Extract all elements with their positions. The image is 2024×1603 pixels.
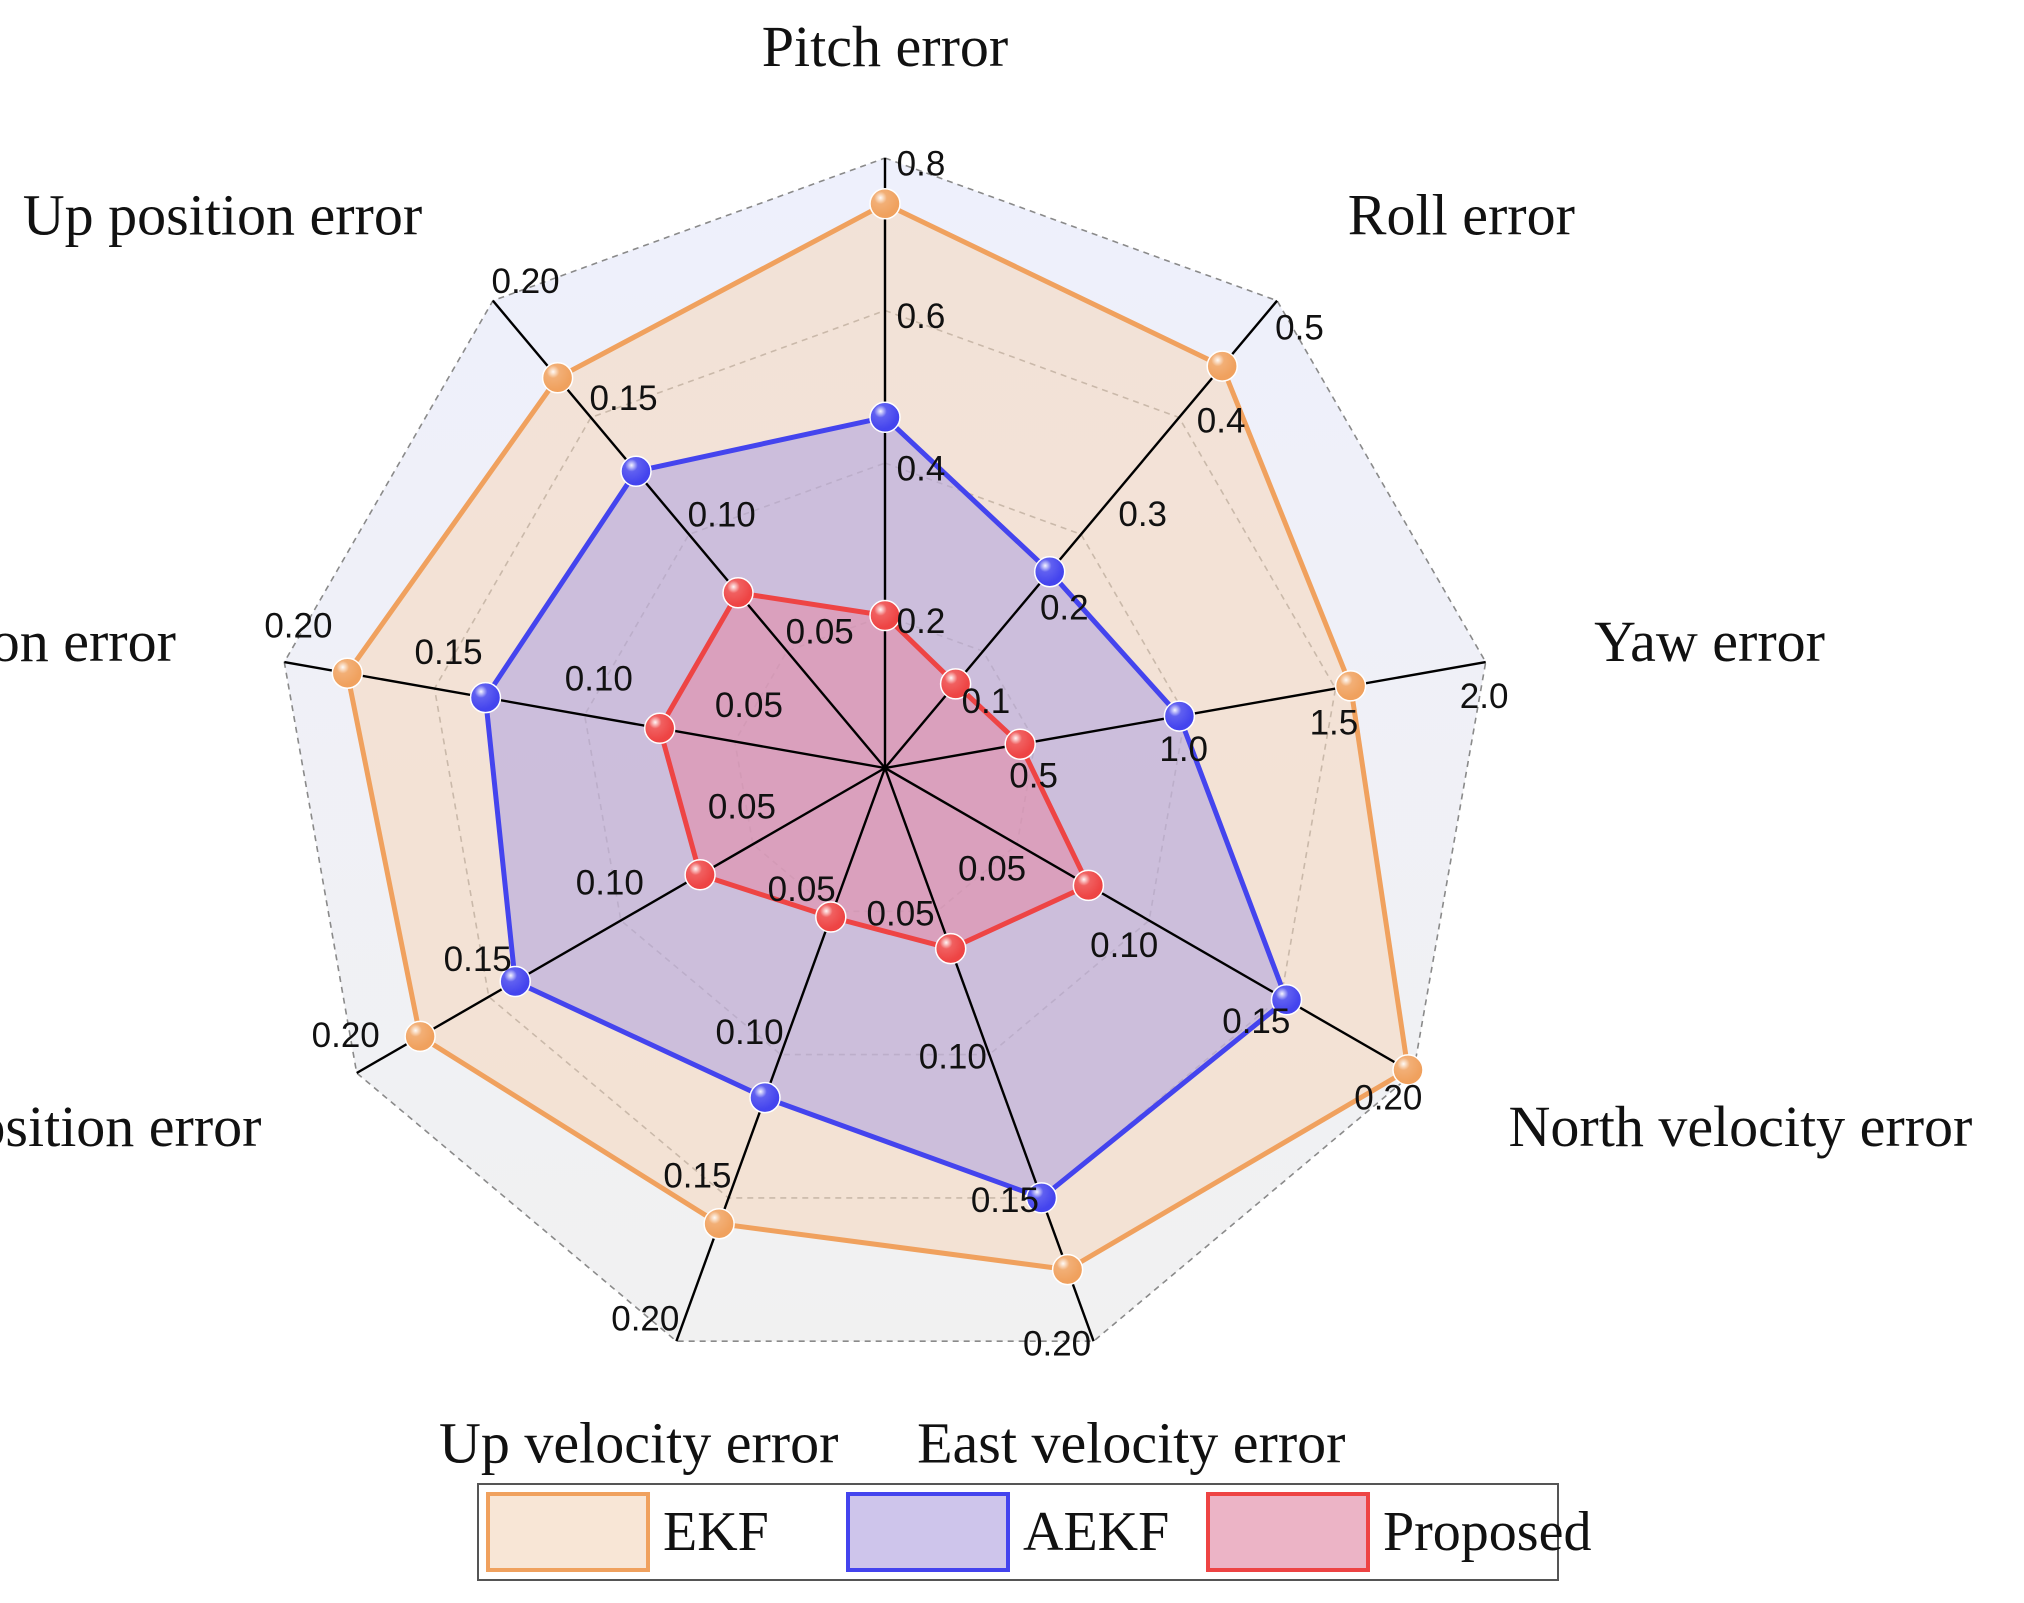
tick-label: 0.15 [415,633,483,672]
legend-swatch-proposed [1206,1492,1370,1572]
series-area-proposed [657,590,1091,952]
tick-label: 0.15 [663,1156,731,1195]
axis-title-roll-error: Roll error [1348,182,1575,247]
tick-label: 0.20 [492,262,560,301]
marker-highlight [704,1208,735,1239]
axis-line-north-position-error [356,766,886,1075]
axis-title-north-velocity-error: North velocity error [1509,1094,1973,1159]
tick-label: 0.6 [897,297,946,336]
axis-line-east-position-error [284,660,886,770]
tick-label: 0.10 [1090,926,1158,965]
marker-highlight [1026,1182,1057,1213]
chart-legend: EKF AEKF Proposed [477,1483,1591,1581]
tick-label: 0.05 [867,894,935,933]
legend-box [477,1483,1559,1581]
tick-label: 0.15 [1222,1002,1290,1041]
axis-line-east-velocity-error [883,767,1095,1342]
marker-highlight [870,188,900,219]
tick-label: 0.05 [715,686,783,725]
tick-label: 0.10 [919,1038,987,1077]
marker-highlight [621,456,651,487]
tick-label: 1.0 [1159,730,1208,769]
legend-label-ekf: EKF [663,1501,769,1563]
tick-label: 0.10 [565,659,633,698]
tick-label: 0.20 [312,1016,380,1055]
tick-label: 0.3 [1118,495,1167,534]
tick-label: 0.05 [958,850,1026,889]
axis-title-north-position-error: North position error [0,1094,262,1159]
radar-axis-titles: Pitch error Roll error Yaw error North velo… [0,14,1972,1476]
tick-label: 0.05 [708,787,776,826]
tick-label: 0.15 [444,940,512,979]
marker-highlight [940,668,971,699]
marker-highlight [644,713,675,744]
marker-highlight [1164,701,1195,732]
tick-label: 0.8 [897,144,946,183]
axis-line-north-velocity-error [884,766,1414,1075]
tick-label: 1.5 [1310,704,1359,743]
marker-highlight [1393,1054,1423,1085]
marker-highlight [1052,1254,1083,1285]
tick-label: 0.4 [1197,402,1246,441]
marker-highlight [815,902,846,932]
radar-tick-labels: 0.2 0.4 0.6 0.8 0.1 0.2 0.3 0.4 0.5 0.5 1.0 1.5 2.0 0… [264,144,1508,1363]
marker-highlight [500,966,531,997]
axis-title-yaw-error: Yaw error [1594,609,1825,674]
axis-title-up-velocity-error: Up velocity error [439,1411,838,1476]
axis-title-east-position-error: East position error [0,609,176,674]
marker-highlight [1073,870,1104,901]
tick-label: 0.20 [264,606,332,645]
tick-label: 0.2 [1040,589,1089,628]
marker-highlight [870,600,900,631]
marker-highlight [1034,556,1065,587]
tick-label: 0.2 [897,602,946,641]
tick-label: 0.5 [1275,308,1324,347]
radar-markers [331,188,1424,1286]
tick-label: 0.1 [962,682,1011,721]
tick-label: 0.10 [688,496,756,535]
axis-line-up-velocity-error [675,767,887,1342]
tick-label: 0.15 [590,379,658,418]
marker-highlight [750,1082,780,1113]
tick-label: 0.05 [768,870,836,909]
tick-label: 0.20 [611,1300,679,1339]
tick-label: 0.15 [971,1181,1039,1220]
tick-label: 2.0 [1460,677,1509,716]
marker-highlight [542,362,573,393]
tick-label: 0.05 [786,612,854,651]
marker-highlight [935,933,966,964]
marker-highlight [1335,670,1366,701]
marker-highlight [405,1021,436,1052]
legend-swatch-ekf [486,1492,650,1572]
marker-highlight [470,682,501,713]
marker-highlight [685,859,716,890]
marker-highlight [870,402,900,433]
radar-series [344,201,1411,1273]
marker-highlight [332,658,363,689]
grid-ring-4 [283,157,1487,1342]
marker-highlight [1005,729,1036,760]
tick-label: 0.20 [1023,1324,1091,1363]
marker-highlight [1271,984,1302,1015]
axis-title-east-velocity-error: East velocity error [917,1411,1345,1476]
tick-label: 0.5 [1009,757,1058,796]
legend-label-proposed: Proposed [1383,1501,1591,1563]
tick-label: 0.10 [716,1013,784,1052]
marker-highlight [1207,351,1238,382]
legend-swatch-aekf [846,1492,1010,1572]
marker-highlight [723,577,753,608]
tick-label: 0.20 [1354,1078,1422,1117]
axis-title-up-position-error: Up position error [23,182,423,247]
legend-label-aekf: AEKF [1023,1501,1169,1563]
tick-label: 0.4 [897,449,946,488]
axis-title-pitch-error: Pitch error [762,14,1008,79]
tick-label: 0.10 [576,864,644,903]
